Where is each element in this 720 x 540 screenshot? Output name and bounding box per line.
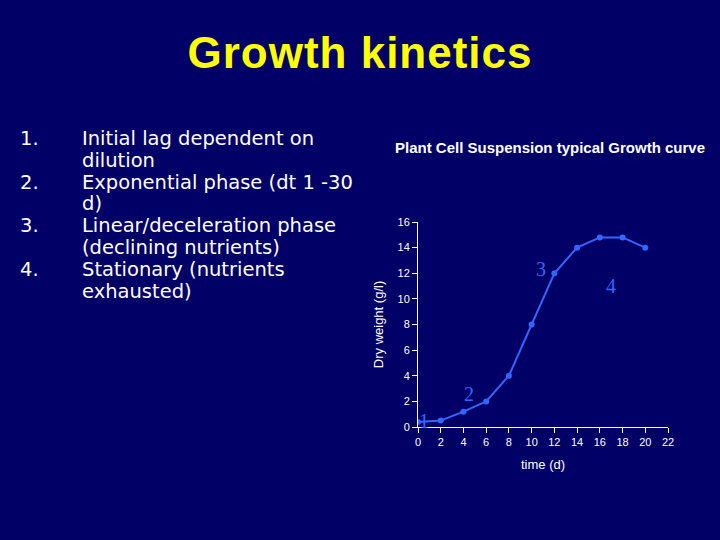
svg-text:4: 4 — [460, 436, 466, 448]
svg-text:14: 14 — [571, 436, 583, 448]
html-text:2.: 2. — [20, 170, 39, 194]
html-text:Plant Cell Suspension typical: Plant Cell Suspension typical Growth cur… — [395, 139, 705, 156]
svg-text:8: 8 — [404, 318, 410, 330]
html-text:Growth kinetics: Growth kinetics — [187, 28, 533, 77]
svg-text:14: 14 — [398, 241, 410, 253]
html-text:3.: 3. — [20, 214, 39, 238]
svg-text:3: 3 — [536, 258, 546, 280]
svg-text:0: 0 — [415, 436, 421, 448]
svg-text:2: 2 — [464, 383, 474, 405]
svg-text:16: 16 — [594, 436, 606, 448]
html-text:Initial lag dependent on dilut: Initial lag dependent on dilution — [82, 127, 315, 172]
svg-text:6: 6 — [483, 436, 489, 448]
svg-text:2: 2 — [438, 436, 444, 448]
svg-text:0: 0 — [404, 421, 410, 433]
html-text:4.: 4. — [20, 258, 39, 281]
svg-text:10: 10 — [526, 436, 538, 448]
svg-text:16: 16 — [398, 216, 410, 228]
html-text:Linear/deceleration phase (dec: Linear/deceleration phase (declining nut… — [82, 214, 336, 260]
html-text:Exponential phase (dt 1 -30 d): Exponential phase (dt 1 -30 d) — [82, 170, 353, 216]
svg-text:22: 22 — [662, 436, 674, 448]
svg-text:12: 12 — [398, 267, 410, 279]
svg-text:6: 6 — [404, 344, 410, 356]
svg-text:Dry weight (g/l): Dry weight (g/l) — [371, 281, 386, 368]
svg-text:20: 20 — [639, 436, 651, 448]
svg-text:2: 2 — [404, 395, 410, 407]
svg-text:18: 18 — [616, 436, 628, 448]
svg-text:1: 1 — [419, 410, 429, 432]
svg-text:8: 8 — [506, 436, 512, 448]
html-text:1.: 1. — [20, 127, 39, 150]
svg-text:12: 12 — [548, 436, 560, 448]
svg-text:time (d): time (d) — [521, 457, 565, 472]
svg-text:4: 4 — [606, 275, 616, 297]
html-text:Stationary (nutrients exhauste: Stationary (nutrients exhausted) — [82, 258, 285, 303]
svg-text:4: 4 — [404, 370, 410, 382]
svg-text:10: 10 — [398, 293, 410, 305]
